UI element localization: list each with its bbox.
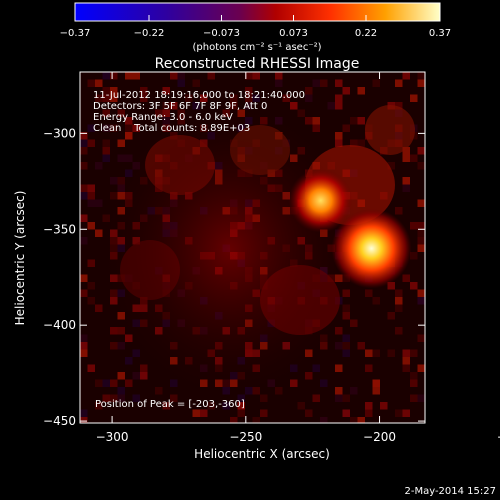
x-tick-label: −200	[363, 430, 396, 444]
footer-date: 2-May-2014 15:27	[404, 486, 496, 497]
x-tick-label: −150	[497, 430, 500, 444]
x-axis-ticks: −300 −250 −200 −150	[96, 72, 500, 444]
info-box: 11-Jul-2012 18:19:16.000 to 18:21:40.000…	[93, 90, 305, 134]
colorbar-tick-label: 0.073	[279, 28, 308, 39]
x-axis-label: Heliocentric X (arcsec)	[194, 447, 330, 461]
y-tick-label: −350	[43, 222, 76, 236]
x-tick-label: −300	[96, 430, 129, 444]
y-tick-label: −400	[43, 318, 76, 332]
info-line-time: 11-Jul-2012 18:19:16.000 to 18:21:40.000	[93, 90, 305, 101]
peak-position-label: Position of Peak = [-203,-360]	[95, 399, 245, 410]
info-line-clean: Clean Total counts: 8.89E+03	[93, 123, 250, 134]
y-tick-label: −450	[43, 414, 76, 428]
y-tick-label: −300	[43, 126, 76, 140]
source-secondary	[288, 168, 353, 233]
plot-frame	[79, 71, 426, 424]
info-line-energy: Energy Range: 3.0 - 6.0 keV	[93, 112, 233, 123]
x-tick-label: −250	[229, 430, 262, 444]
colorbar	[74, 2, 441, 22]
colorbar-tick-label: 0.22	[355, 28, 377, 39]
heatmap-image	[80, 72, 425, 423]
colorbar-tick-label: −0.37	[60, 28, 91, 39]
y-axis-label: Heliocentric Y (arcsec)	[13, 191, 27, 326]
y-axis-ticks: −300 −350 −400 −450	[43, 126, 425, 428]
colorbar-tick-label: 0.37	[429, 28, 451, 39]
colorbar-ticks: −0.37 −0.22 −0.073 0.073 0.22 0.37	[60, 15, 451, 39]
chart-title: Reconstructed RHESSI Image	[155, 56, 360, 72]
colorbar-units: (photons cm⁻² s⁻¹ asec⁻²)	[192, 42, 321, 53]
info-line-detectors: Detectors: 3F 5F 6F 7F 8F 9F, Att 0	[93, 101, 267, 112]
source-peak	[331, 208, 412, 289]
colorbar-tick-label: −0.073	[203, 28, 240, 39]
colorbar-tick-label: −0.22	[134, 28, 165, 39]
